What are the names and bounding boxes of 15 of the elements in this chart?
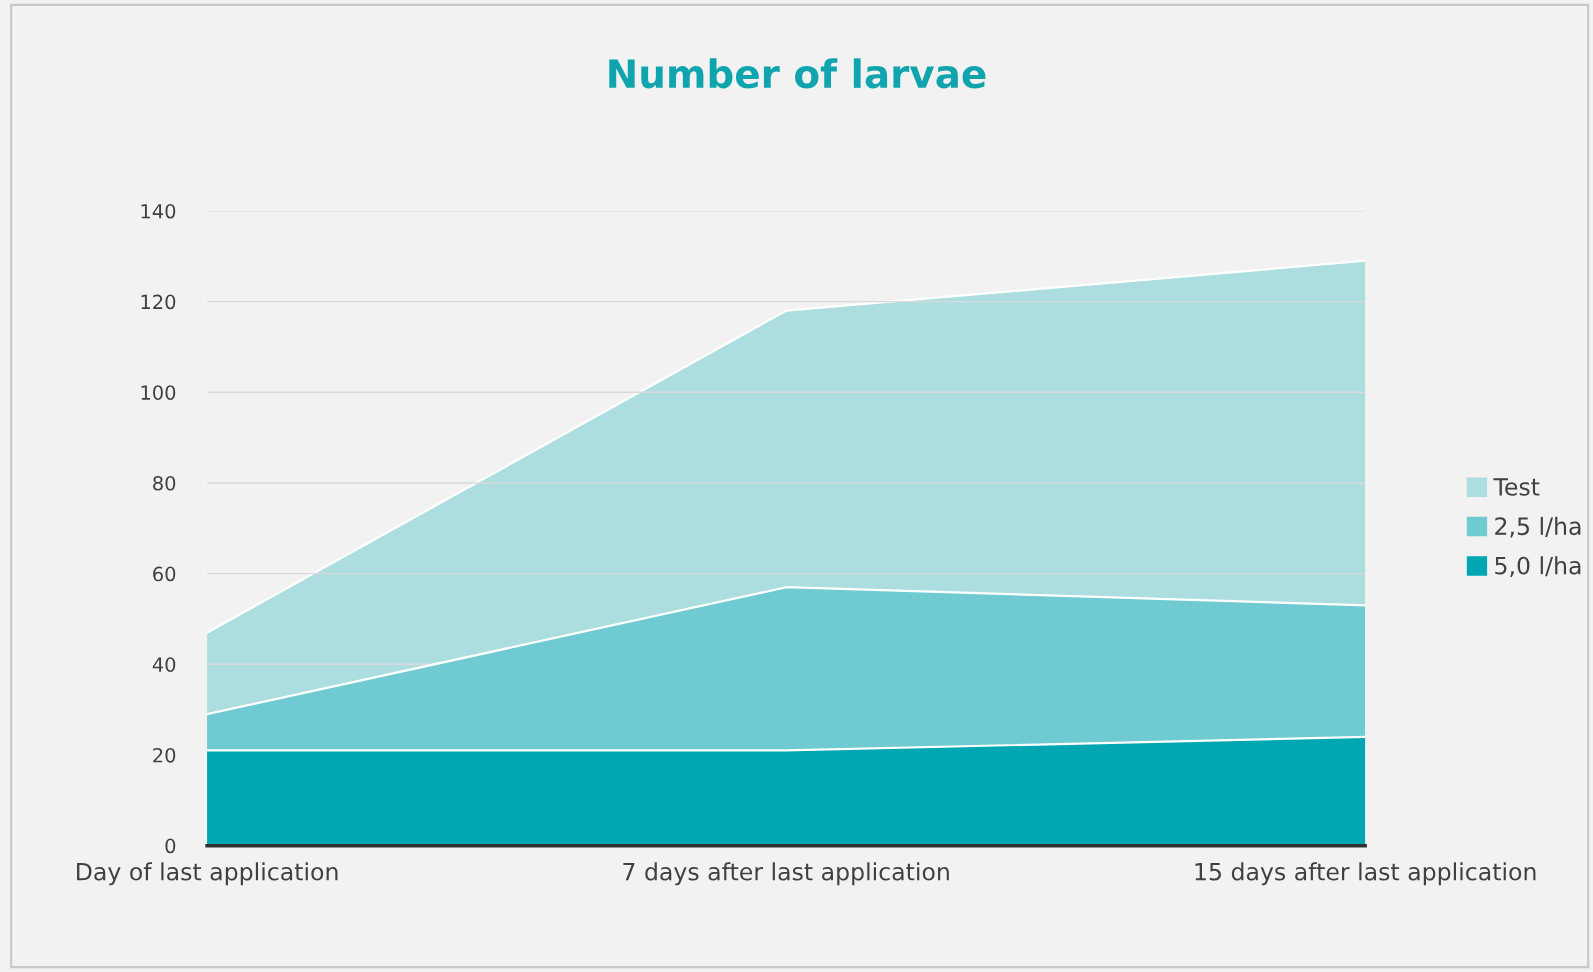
x-tick-label: Day of last application [77, 862, 338, 886]
y-tick-label: 20 [153, 747, 176, 763]
x-tick-label: 15 days after last application [1195, 862, 1536, 886]
y-tick-label: 100 [141, 385, 176, 400]
y-tick-label: 60 [153, 566, 176, 582]
y-tick-label: 140 [141, 203, 176, 219]
legend-label: Test [1493, 478, 1540, 496]
y-tick-label: 120 [141, 294, 176, 310]
legend-label: 5,0 l/ha [1495, 556, 1581, 577]
y-tick-label: 40 [152, 657, 176, 672]
chart-title: Number of larvae [609, 58, 986, 89]
y-tick-label: 80 [153, 475, 176, 491]
y-tick-label: 0 [165, 838, 176, 854]
x-tick-label: 7 days after last application [623, 862, 949, 886]
legend-label: 2,5 l/ha [1495, 516, 1581, 538]
